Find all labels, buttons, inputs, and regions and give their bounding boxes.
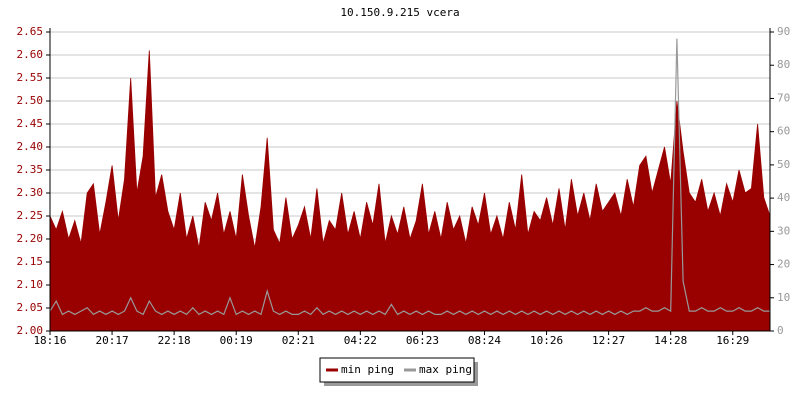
y2-tick-label: 70: [777, 91, 790, 104]
x-tick-label: 18:16: [33, 334, 66, 347]
y-tick-label: 2.20: [17, 232, 44, 245]
y-tick-label: 2.05: [17, 301, 44, 314]
legend: min ping max ping: [319, 357, 478, 386]
y2-tick-label: 60: [777, 125, 790, 138]
y2-tick-label: 10: [777, 291, 790, 304]
x-tick-label: 22:18: [158, 334, 191, 347]
y2-tick-label: 20: [777, 258, 790, 271]
y-tick-label: 2.65: [17, 25, 44, 38]
x-tick-label: 12:27: [592, 334, 625, 347]
x-tick-label: 06:23: [406, 334, 439, 347]
x-tick-label: 02:21: [282, 334, 315, 347]
y-tick-label: 2.15: [17, 255, 44, 268]
legend-label: max ping: [419, 363, 472, 376]
y2-tick-label: 30: [777, 224, 790, 237]
line: [49, 38, 770, 316]
x-tick-label: 20:17: [96, 334, 129, 347]
x-tick-label: 04:22: [344, 334, 377, 347]
y-tick-label: 2.35: [17, 163, 44, 176]
y-tick-label: 2.10: [17, 278, 44, 291]
y-tick-label: 2.25: [17, 209, 44, 222]
y-tick-label: 2.60: [17, 48, 44, 61]
x-tick-label: 08:24: [468, 334, 501, 347]
chart-title: 10.150.9.215 vcera: [340, 6, 459, 19]
x-tick-label: 16:29: [716, 334, 749, 347]
y2-tick-label: 90: [777, 25, 790, 38]
area: [49, 50, 771, 332]
y-tick-label: 2.40: [17, 140, 44, 153]
x-tick-label: 00:19: [220, 334, 253, 347]
legend-label: min ping: [341, 363, 394, 376]
y-tick-label: 2.55: [17, 71, 44, 84]
x-tick-label: 10:26: [530, 334, 563, 347]
y-tick-label: 2.30: [17, 186, 44, 199]
x-tick-label: 14:28: [654, 334, 687, 347]
y-tick-label: 2.50: [17, 94, 44, 107]
y2-tick-label: 80: [777, 58, 790, 71]
legend-box: [319, 357, 475, 383]
y-tick-label: 2.00: [17, 324, 44, 337]
y2-tick-label: 50: [777, 158, 790, 171]
y-tick-label: 2.45: [17, 117, 44, 130]
y2-tick-label: 40: [777, 191, 790, 204]
y2-tick-label: 0: [777, 324, 784, 337]
